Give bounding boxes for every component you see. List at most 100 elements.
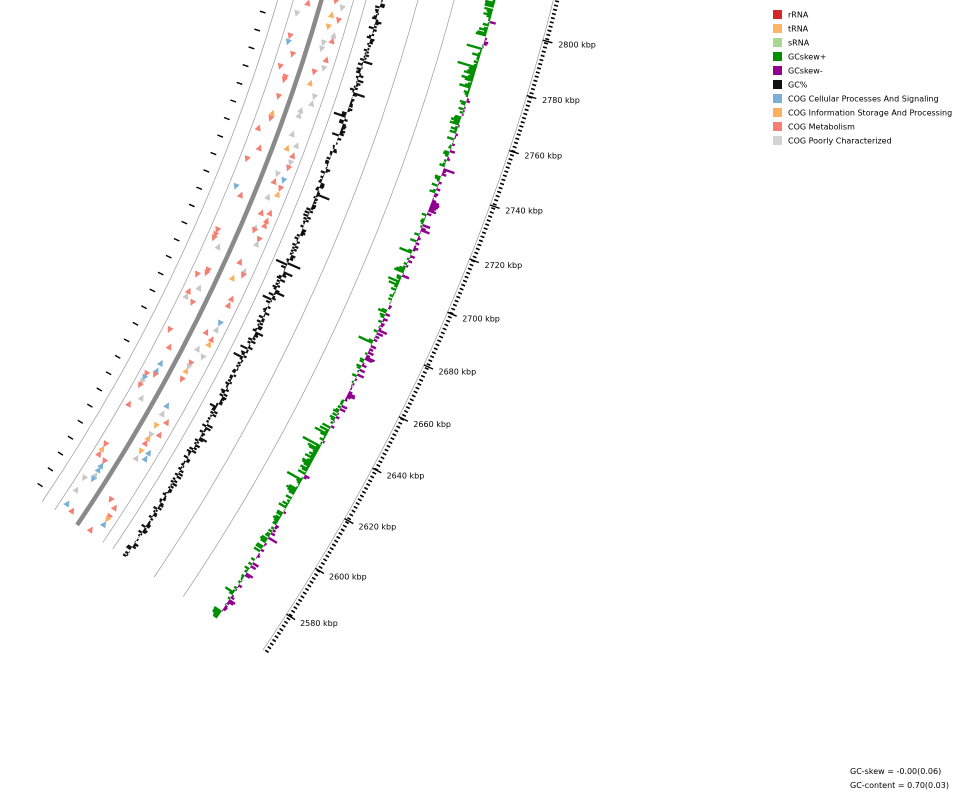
major-tick bbox=[344, 517, 354, 525]
cog-feature-arrow bbox=[262, 217, 269, 225]
gc-skew-positive bbox=[212, 0, 496, 619]
legend-swatch bbox=[773, 94, 782, 103]
cog-feature-arrow bbox=[186, 362, 193, 370]
cog-feature-arrow bbox=[86, 526, 93, 534]
stats-panel: GC-skew = -0.00(0.06) GC-content = 0.70(… bbox=[850, 767, 949, 790]
cog-feature-arrow bbox=[190, 298, 197, 306]
cog-feature-arrow bbox=[98, 445, 105, 453]
cog-feature-arrow bbox=[268, 109, 275, 117]
cog-feature-arrow bbox=[275, 170, 282, 178]
cog-feature-arrow bbox=[307, 100, 314, 108]
ring-line-2 bbox=[102, 0, 354, 543]
legend-swatch bbox=[773, 122, 782, 131]
legend-item: COG Poorly Characterized bbox=[773, 136, 892, 146]
ring-line-0 bbox=[42, 0, 278, 502]
legend-swatch bbox=[773, 24, 782, 33]
legend-label: COG Cellular Processes And Signaling bbox=[788, 95, 939, 104]
gc-content-track bbox=[122, 0, 386, 558]
cog-feature-arrow bbox=[304, 0, 311, 7]
cog-feature-arrow bbox=[72, 486, 79, 494]
position-ticks bbox=[37, 0, 560, 654]
cog-feature-arrow bbox=[99, 521, 107, 529]
ring-line-5 bbox=[182, 0, 455, 597]
major-tick bbox=[423, 364, 434, 370]
cog-feature-arrow bbox=[184, 287, 191, 295]
cog-feature-arrow bbox=[167, 325, 174, 333]
legend-label: COG Poorly Characterized bbox=[788, 137, 892, 146]
major-tick bbox=[542, 39, 553, 44]
gc-content-stat: GC-content = 0.70(0.03) bbox=[850, 781, 949, 790]
cog-feature-arrow bbox=[339, 4, 346, 12]
legend-swatch bbox=[773, 80, 782, 89]
legend-label: sRNA bbox=[788, 39, 810, 48]
cog-feature-arrow bbox=[94, 466, 101, 474]
cog-feature-arrow bbox=[205, 341, 211, 349]
outer-minor-ticks bbox=[264, 0, 560, 654]
cog-feature-arrow bbox=[138, 447, 145, 455]
cog-feature-arrow bbox=[333, 0, 339, 5]
cog-feature-arrow bbox=[156, 359, 163, 367]
legend-item: tRNA bbox=[773, 24, 809, 34]
cog-feature-arrow bbox=[108, 495, 115, 503]
cog-feature-arrow bbox=[212, 326, 219, 334]
cog-feature-arrow bbox=[165, 343, 172, 351]
cog-feature-arrow bbox=[255, 144, 262, 152]
cog-feature-arrow bbox=[330, 32, 337, 40]
cog-feature-arrow bbox=[278, 184, 285, 192]
cog-feature-arrow bbox=[195, 270, 201, 278]
gc-skew-track bbox=[212, 0, 497, 619]
cog-feature-arrow bbox=[292, 142, 299, 150]
tick-label: 2720 kbp bbox=[485, 261, 523, 270]
tick-label: 2660 kbp bbox=[413, 420, 451, 429]
cog-feature-arrow bbox=[311, 68, 318, 76]
cog-feature-arrow bbox=[138, 381, 144, 389]
legend-label: GCskew+ bbox=[788, 53, 826, 62]
tick-label: 2800 kbp bbox=[558, 40, 596, 49]
ring-line-1 bbox=[54, 0, 294, 511]
tick-label: 2600 kbp bbox=[329, 573, 367, 582]
cog-feature-arrow bbox=[95, 450, 102, 458]
legend-label: GC% bbox=[788, 81, 808, 90]
cog-feature-arrow bbox=[306, 79, 313, 87]
cog-feature-arrow bbox=[144, 369, 151, 377]
legend-swatch bbox=[773, 136, 782, 145]
major-tick bbox=[489, 204, 500, 210]
cog-feature-arrow bbox=[180, 375, 186, 383]
cog-feature-arrow bbox=[82, 474, 89, 482]
cog-feature-track bbox=[63, 0, 346, 534]
legend-swatch bbox=[773, 38, 782, 47]
cog-feature-arrow bbox=[297, 106, 304, 114]
cog-feature-arrow bbox=[142, 373, 149, 381]
cog-feature-arrow bbox=[287, 32, 294, 40]
major-tick bbox=[286, 613, 296, 621]
cog-feature-arrow bbox=[91, 475, 98, 483]
tick-label: 2620 kbp bbox=[359, 523, 397, 532]
cog-feature-arrow bbox=[153, 370, 159, 378]
tick-label: 2760 kbp bbox=[524, 152, 562, 161]
legend-item: COG Metabolism bbox=[773, 122, 855, 132]
cog-feature-arrow bbox=[202, 328, 209, 336]
cog-feature-arrow bbox=[103, 440, 110, 448]
cog-feature-arrow bbox=[241, 271, 247, 279]
legend-swatch bbox=[773, 108, 782, 117]
cog-feature-arrow bbox=[268, 114, 275, 122]
cog-feature-arrow bbox=[211, 234, 218, 242]
cog-feature-arrow bbox=[288, 130, 295, 138]
tick-label: 2580 kbp bbox=[300, 619, 338, 628]
cog-feature-arrow bbox=[182, 292, 189, 300]
legend-item: COG Cellular Processes And Signaling bbox=[773, 94, 939, 104]
cog-feature-arrow bbox=[260, 222, 267, 230]
major-tick bbox=[526, 94, 537, 100]
cog-feature-arrow bbox=[288, 159, 295, 167]
legend-swatch bbox=[773, 10, 782, 19]
cog-feature-arrow bbox=[254, 124, 261, 132]
cog-feature-arrow bbox=[141, 455, 148, 463]
major-tick bbox=[398, 416, 409, 422]
cog-feature-arrow bbox=[204, 269, 211, 277]
cog-feature-arrow bbox=[182, 367, 188, 375]
cog-feature-arrow bbox=[289, 152, 295, 160]
cog-feature-arrow bbox=[336, 16, 343, 24]
cog-feature-arrow bbox=[214, 243, 221, 251]
cog-feature-arrow bbox=[195, 284, 202, 292]
